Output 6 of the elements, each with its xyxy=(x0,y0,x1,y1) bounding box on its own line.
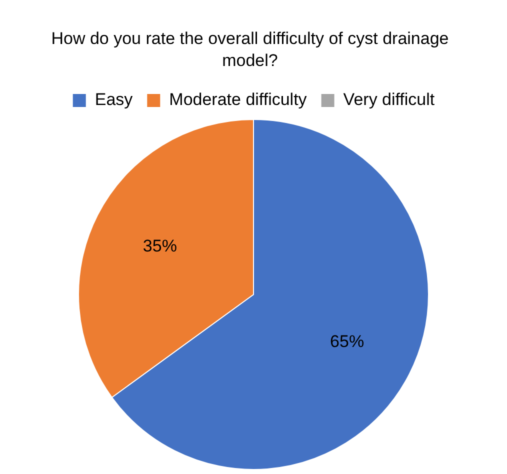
legend-label: Moderate difficulty xyxy=(169,90,308,110)
data-label: 65% xyxy=(330,332,364,351)
chart-title: How do you rate the overall difficulty of cyst drainage model? xyxy=(50,28,450,72)
legend-label: Easy xyxy=(94,90,134,110)
legend-label: Very difficult xyxy=(343,90,435,110)
data-label: 35% xyxy=(142,236,177,256)
